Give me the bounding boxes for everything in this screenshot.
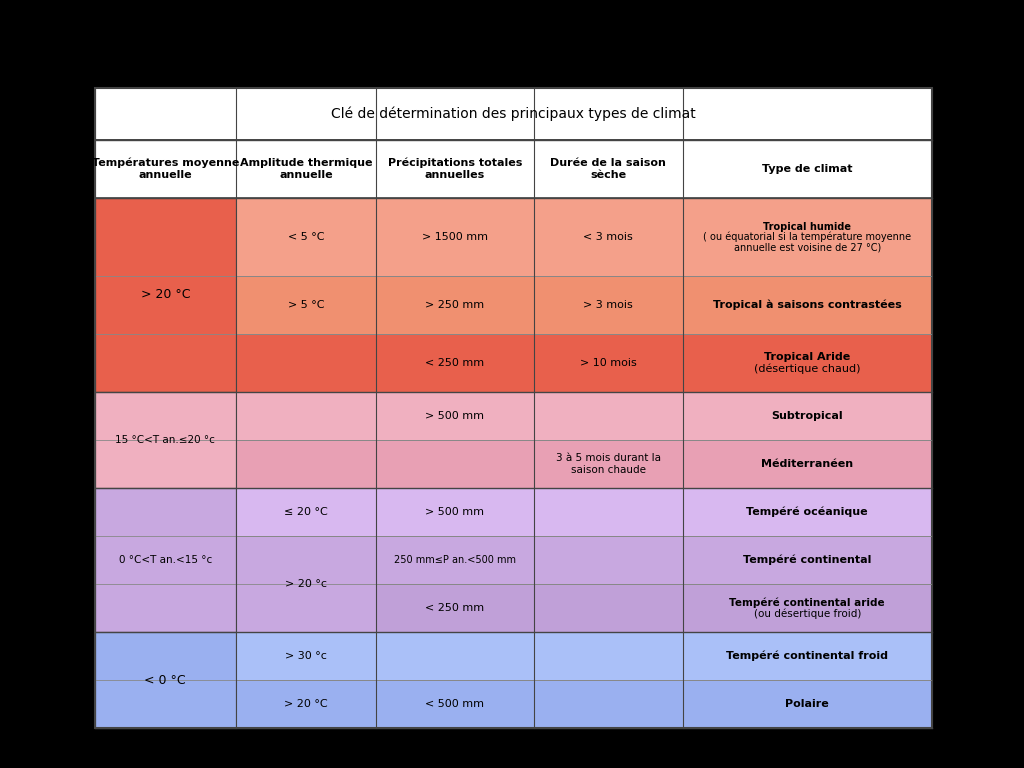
Bar (376, 198, 534, 276)
Text: < 5 °C: < 5 °C (288, 232, 325, 242)
Text: > 500 mm: > 500 mm (425, 507, 484, 517)
Bar (236, 334, 376, 392)
Text: Températures moyenne
annuelle: Températures moyenne annuelle (91, 158, 239, 180)
Text: < 250 mm: < 250 mm (425, 358, 484, 368)
Bar (376, 488, 534, 536)
Text: Précipitations totales
annuelles: Précipitations totales annuelles (388, 158, 522, 180)
Text: Tempéré océanique: Tempéré océanique (746, 507, 868, 518)
Bar (683, 276, 932, 334)
Text: Tempéré continental froid: Tempéré continental froid (726, 650, 888, 661)
Bar (236, 276, 376, 334)
Bar (534, 334, 683, 392)
Text: annuelle est voisine de 27 °C): annuelle est voisine de 27 °C) (733, 243, 881, 253)
Bar (534, 584, 683, 632)
Text: Tropical Aride: Tropical Aride (764, 352, 850, 362)
Text: Durée de la saison
sèche: Durée de la saison sèche (550, 158, 666, 180)
Bar (236, 632, 376, 680)
Bar (376, 440, 534, 488)
Bar (534, 198, 683, 276)
Bar (534, 392, 683, 440)
Bar (376, 680, 534, 728)
Text: Tempéré continental: Tempéré continental (743, 554, 871, 565)
Bar (683, 632, 932, 680)
Bar (95, 392, 236, 488)
Bar (236, 536, 376, 632)
Bar (534, 488, 683, 536)
Text: > 250 mm: > 250 mm (425, 300, 484, 310)
Text: (ou désertique froid): (ou désertique froid) (754, 608, 861, 619)
Text: > 1500 mm: > 1500 mm (422, 232, 487, 242)
Bar (95, 88, 932, 728)
Text: 3 à 5 mois durant la
saison chaude: 3 à 5 mois durant la saison chaude (556, 453, 660, 475)
Bar (683, 680, 932, 728)
Bar (534, 680, 683, 728)
Text: Polaire: Polaire (785, 699, 829, 709)
Bar (95, 88, 932, 140)
Text: > 500 mm: > 500 mm (425, 411, 484, 421)
Bar (534, 440, 683, 488)
Text: Tropical humide: Tropical humide (763, 221, 851, 231)
Text: 15 °C<T an.≤20 °c: 15 °C<T an.≤20 °c (116, 435, 215, 445)
Text: > 20 °c: > 20 °c (285, 579, 327, 589)
Text: > 20 °C: > 20 °C (140, 289, 190, 302)
Bar (95, 632, 236, 728)
Bar (376, 632, 534, 680)
Text: > 20 °C: > 20 °C (284, 699, 328, 709)
Bar (376, 334, 534, 392)
Text: ( ou équatorial si la température moyenne: ( ou équatorial si la température moyenn… (703, 232, 911, 242)
Bar (683, 440, 932, 488)
Bar (376, 584, 534, 632)
Bar (683, 488, 932, 536)
Bar (236, 680, 376, 728)
Text: Tropical à saisons contrastées: Tropical à saisons contrastées (713, 300, 902, 310)
Bar (236, 440, 376, 488)
Bar (683, 392, 932, 440)
Bar (376, 536, 534, 584)
Bar (376, 276, 534, 334)
Bar (95, 140, 932, 198)
Text: Subtropical: Subtropical (771, 411, 843, 421)
Text: > 30 °c: > 30 °c (285, 651, 327, 661)
Bar (376, 392, 534, 440)
Text: < 3 mois: < 3 mois (584, 232, 633, 242)
Bar (534, 536, 683, 584)
Bar (236, 392, 376, 440)
Text: Clé de détermination des principaux types de climat: Clé de détermination des principaux type… (331, 107, 696, 121)
Bar (534, 632, 683, 680)
Bar (683, 334, 932, 392)
Text: Amplitude thermique
annuelle: Amplitude thermique annuelle (240, 158, 372, 180)
Text: ≤ 20 °C: ≤ 20 °C (284, 507, 328, 517)
Bar (95, 488, 236, 632)
Text: < 250 mm: < 250 mm (425, 603, 484, 613)
Text: > 3 mois: > 3 mois (584, 300, 633, 310)
Text: (désertique chaud): (désertique chaud) (754, 364, 860, 374)
Bar (236, 488, 376, 536)
Text: < 500 mm: < 500 mm (425, 699, 484, 709)
Bar (683, 198, 932, 276)
Text: < 0 °C: < 0 °C (144, 674, 186, 687)
Bar (236, 198, 376, 276)
Text: > 5 °C: > 5 °C (288, 300, 325, 310)
Bar (683, 536, 932, 584)
Text: 0 °C<T an.<15 °c: 0 °C<T an.<15 °c (119, 555, 212, 565)
Text: > 10 mois: > 10 mois (580, 358, 637, 368)
Text: Type de climat: Type de climat (762, 164, 853, 174)
Text: 250 mm≤P an.<500 mm: 250 mm≤P an.<500 mm (394, 555, 516, 565)
Bar (95, 198, 236, 392)
Text: Tempéré continental aride: Tempéré continental aride (729, 598, 885, 607)
Text: Méditerranéen: Méditerranéen (761, 459, 853, 469)
Bar (683, 584, 932, 632)
Bar (534, 276, 683, 334)
